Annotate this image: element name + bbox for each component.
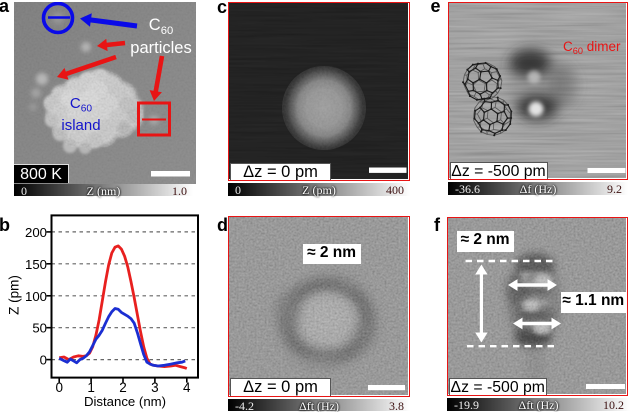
svg-text:3: 3 — [151, 380, 159, 395]
svg-text:0: 0 — [55, 380, 63, 395]
svg-text:100: 100 — [25, 289, 47, 304]
svg-text:200: 200 — [25, 225, 47, 240]
svg-text:4: 4 — [183, 380, 191, 395]
svg-text:150: 150 — [25, 257, 47, 272]
svg-text:1: 1 — [87, 380, 95, 395]
svg-text:50: 50 — [32, 321, 47, 336]
svg-text:Z (pm): Z (pm) — [7, 275, 22, 315]
svg-text:0: 0 — [40, 353, 47, 368]
svg-text:Distance (nm): Distance (nm) — [84, 394, 166, 409]
svg-text:2: 2 — [119, 380, 127, 395]
